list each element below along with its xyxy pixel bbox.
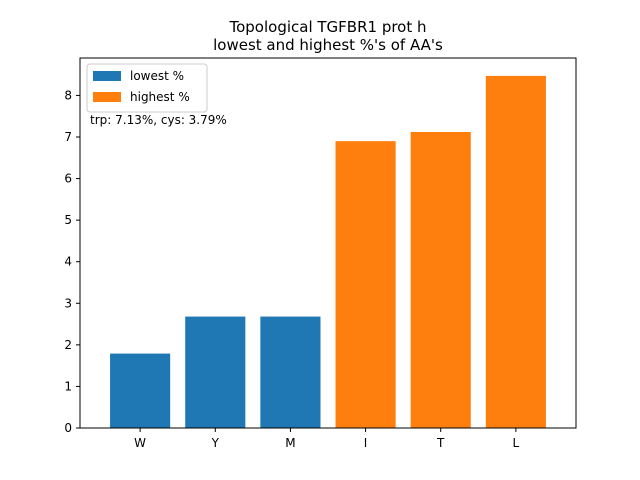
x-tick-label: Y [211, 436, 220, 450]
plot-frame [79, 57, 577, 429]
bar-lowest-M [260, 316, 321, 428]
legend: lowest % highest % [86, 63, 208, 113]
legend-swatch-lowest [93, 71, 121, 81]
y-tick-label: 5 [64, 213, 72, 227]
bar-highest-L [485, 75, 546, 428]
legend-label-lowest: lowest % [130, 69, 184, 83]
y-tick-label: 6 [64, 172, 72, 186]
bar-lowest-Y [185, 316, 246, 428]
y-axis: 0 1 2 3 4 5 6 7 8 [64, 88, 80, 435]
bar-highest-T [410, 132, 471, 428]
x-tick-label: T [436, 436, 445, 450]
x-tick-label: I [364, 436, 368, 450]
legend-label-highest: highest % [130, 90, 190, 104]
y-tick-label: 4 [64, 255, 72, 269]
y-tick-label: 8 [64, 88, 72, 102]
x-tick-label: W [134, 436, 146, 450]
bar-highest-I [335, 141, 396, 428]
y-tick-label: 0 [64, 421, 72, 435]
y-tick-label: 2 [64, 338, 72, 352]
legend-swatch-highest [93, 92, 121, 102]
chart-title-line-2: lowest and highest %'s of AA's [213, 36, 443, 54]
x-tick-label: L [513, 436, 520, 450]
chart-annotation: trp: 7.13%, cys: 3.79% [90, 113, 227, 127]
bar-lowest-W [110, 353, 171, 428]
x-tick-label: M [285, 436, 295, 450]
y-tick-label: 7 [64, 130, 72, 144]
chart-title-line-1: Topological TGFBR1 prot h [228, 18, 426, 36]
bar-group [110, 75, 546, 428]
y-tick-label: 3 [64, 296, 72, 310]
y-tick-label: 1 [64, 379, 72, 393]
